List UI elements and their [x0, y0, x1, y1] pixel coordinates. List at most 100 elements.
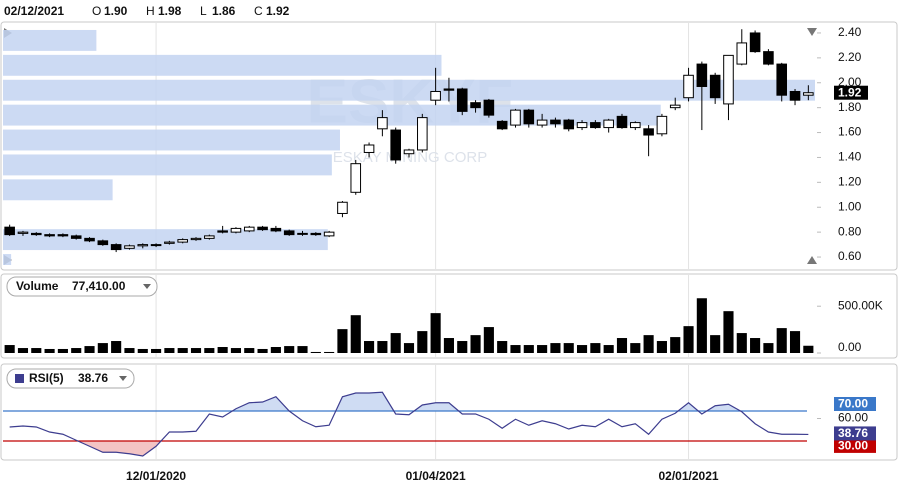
candle-body [749, 32, 761, 53]
volume-bar [710, 335, 721, 353]
candle-body [204, 235, 215, 239]
candle-body [483, 99, 495, 116]
volume-by-price-bar [3, 254, 12, 265]
candle-body [590, 122, 601, 129]
volume-bar [417, 331, 428, 353]
candle-body [643, 128, 654, 136]
volume-bar [750, 338, 761, 353]
candle-body [377, 117, 388, 130]
volume-bar [297, 346, 308, 353]
volume-bar [310, 351, 321, 353]
volume-bar [71, 348, 82, 353]
last-rsi-label-box [834, 426, 876, 441]
volume-bar [270, 347, 281, 353]
y-tick-label: 0.60 [838, 249, 862, 263]
y-tick-label: 500.00K [838, 298, 883, 312]
volume-bar [523, 345, 534, 353]
candle-body [789, 90, 801, 101]
scale-arrow[interactable] [807, 256, 817, 264]
volume-bar [137, 348, 148, 353]
candle-body [630, 122, 641, 129]
volume-by-price-bar [3, 104, 661, 126]
volume-by-price-bar [3, 54, 442, 76]
volume-bar [483, 327, 494, 353]
volume-bar [403, 343, 415, 353]
volume-bar [736, 333, 747, 353]
volume-bar [151, 348, 162, 353]
level-label: 70.00 [838, 397, 868, 411]
volume-bar [364, 341, 375, 353]
candle-body [283, 230, 295, 236]
legend-caret [119, 376, 127, 381]
level-fill [9, 392, 809, 411]
volume-bar [643, 335, 654, 353]
header-field-label: L [200, 4, 207, 18]
candle-body [217, 230, 228, 233]
watermark-symbol: ESKYF [307, 67, 514, 136]
candle-body [337, 201, 348, 214]
volume-bar [590, 343, 601, 353]
header-field-value: 1.92 [266, 4, 290, 18]
candle-body [363, 144, 375, 153]
volume-by-price-bar [3, 229, 328, 251]
candle-body [84, 237, 95, 242]
volume-bar [789, 331, 801, 353]
volume-bar [97, 343, 108, 353]
volume-bar [284, 346, 295, 353]
level-label: 30.00 [838, 439, 868, 453]
rsi-panel [0, 363, 898, 461]
volume-bar [696, 298, 707, 353]
volume-by-price-bar [3, 179, 113, 201]
header-field-label: C [254, 4, 263, 18]
candle-body [669, 104, 681, 109]
volume-bar [190, 348, 202, 353]
price-panel [0, 21, 898, 271]
volume-bar [510, 345, 521, 353]
candle-body [57, 234, 69, 237]
volume-bar [537, 345, 548, 353]
volume-bar [776, 328, 787, 353]
volume-bar [217, 347, 228, 353]
volume-legend-value: 77,410.00 [72, 279, 126, 293]
candle-body [30, 232, 42, 236]
last-price-label: 1.92 [838, 85, 862, 99]
candle-body [177, 239, 188, 243]
rsi-legend-value: 38.76 [78, 371, 108, 385]
volume-bar [377, 341, 388, 353]
volume-bar [244, 348, 255, 353]
level-fill [9, 441, 809, 456]
volume-bar [603, 345, 614, 353]
candle-body [456, 88, 468, 112]
candle-body [536, 119, 548, 126]
x-tick-label: 12/01/2020 [126, 469, 186, 483]
volume-bar [177, 348, 188, 353]
candle-body [523, 109, 535, 125]
rsi-legend-label: RSI(5) [29, 371, 64, 385]
candle-body [709, 74, 721, 99]
scale-arrow[interactable] [807, 28, 817, 36]
volume-legend[interactable] [6, 276, 158, 297]
candle-body [257, 226, 268, 231]
candle-body [44, 234, 55, 237]
volume-by-price-bar [3, 79, 815, 101]
volume-bar [630, 343, 641, 353]
candle-body [656, 115, 668, 135]
candle-body [470, 102, 481, 109]
candle-body [736, 42, 748, 65]
x-tick-label: 02/01/2021 [659, 469, 719, 483]
rsi-legend[interactable] [6, 368, 135, 389]
last-price-label-box [834, 85, 868, 100]
header-field-label: O [92, 4, 101, 18]
candle-body [776, 63, 788, 96]
candle-body [124, 245, 135, 249]
candle-body [443, 88, 455, 91]
volume-bar [470, 335, 481, 353]
candle-body [616, 115, 628, 129]
y-tick-label: 1.00 [838, 199, 862, 213]
candle-body [270, 227, 282, 232]
candle-body [310, 232, 322, 236]
candle-body [563, 119, 575, 130]
volume-bar [111, 341, 122, 353]
volume-bar [430, 313, 441, 353]
volume-bar [616, 338, 628, 353]
